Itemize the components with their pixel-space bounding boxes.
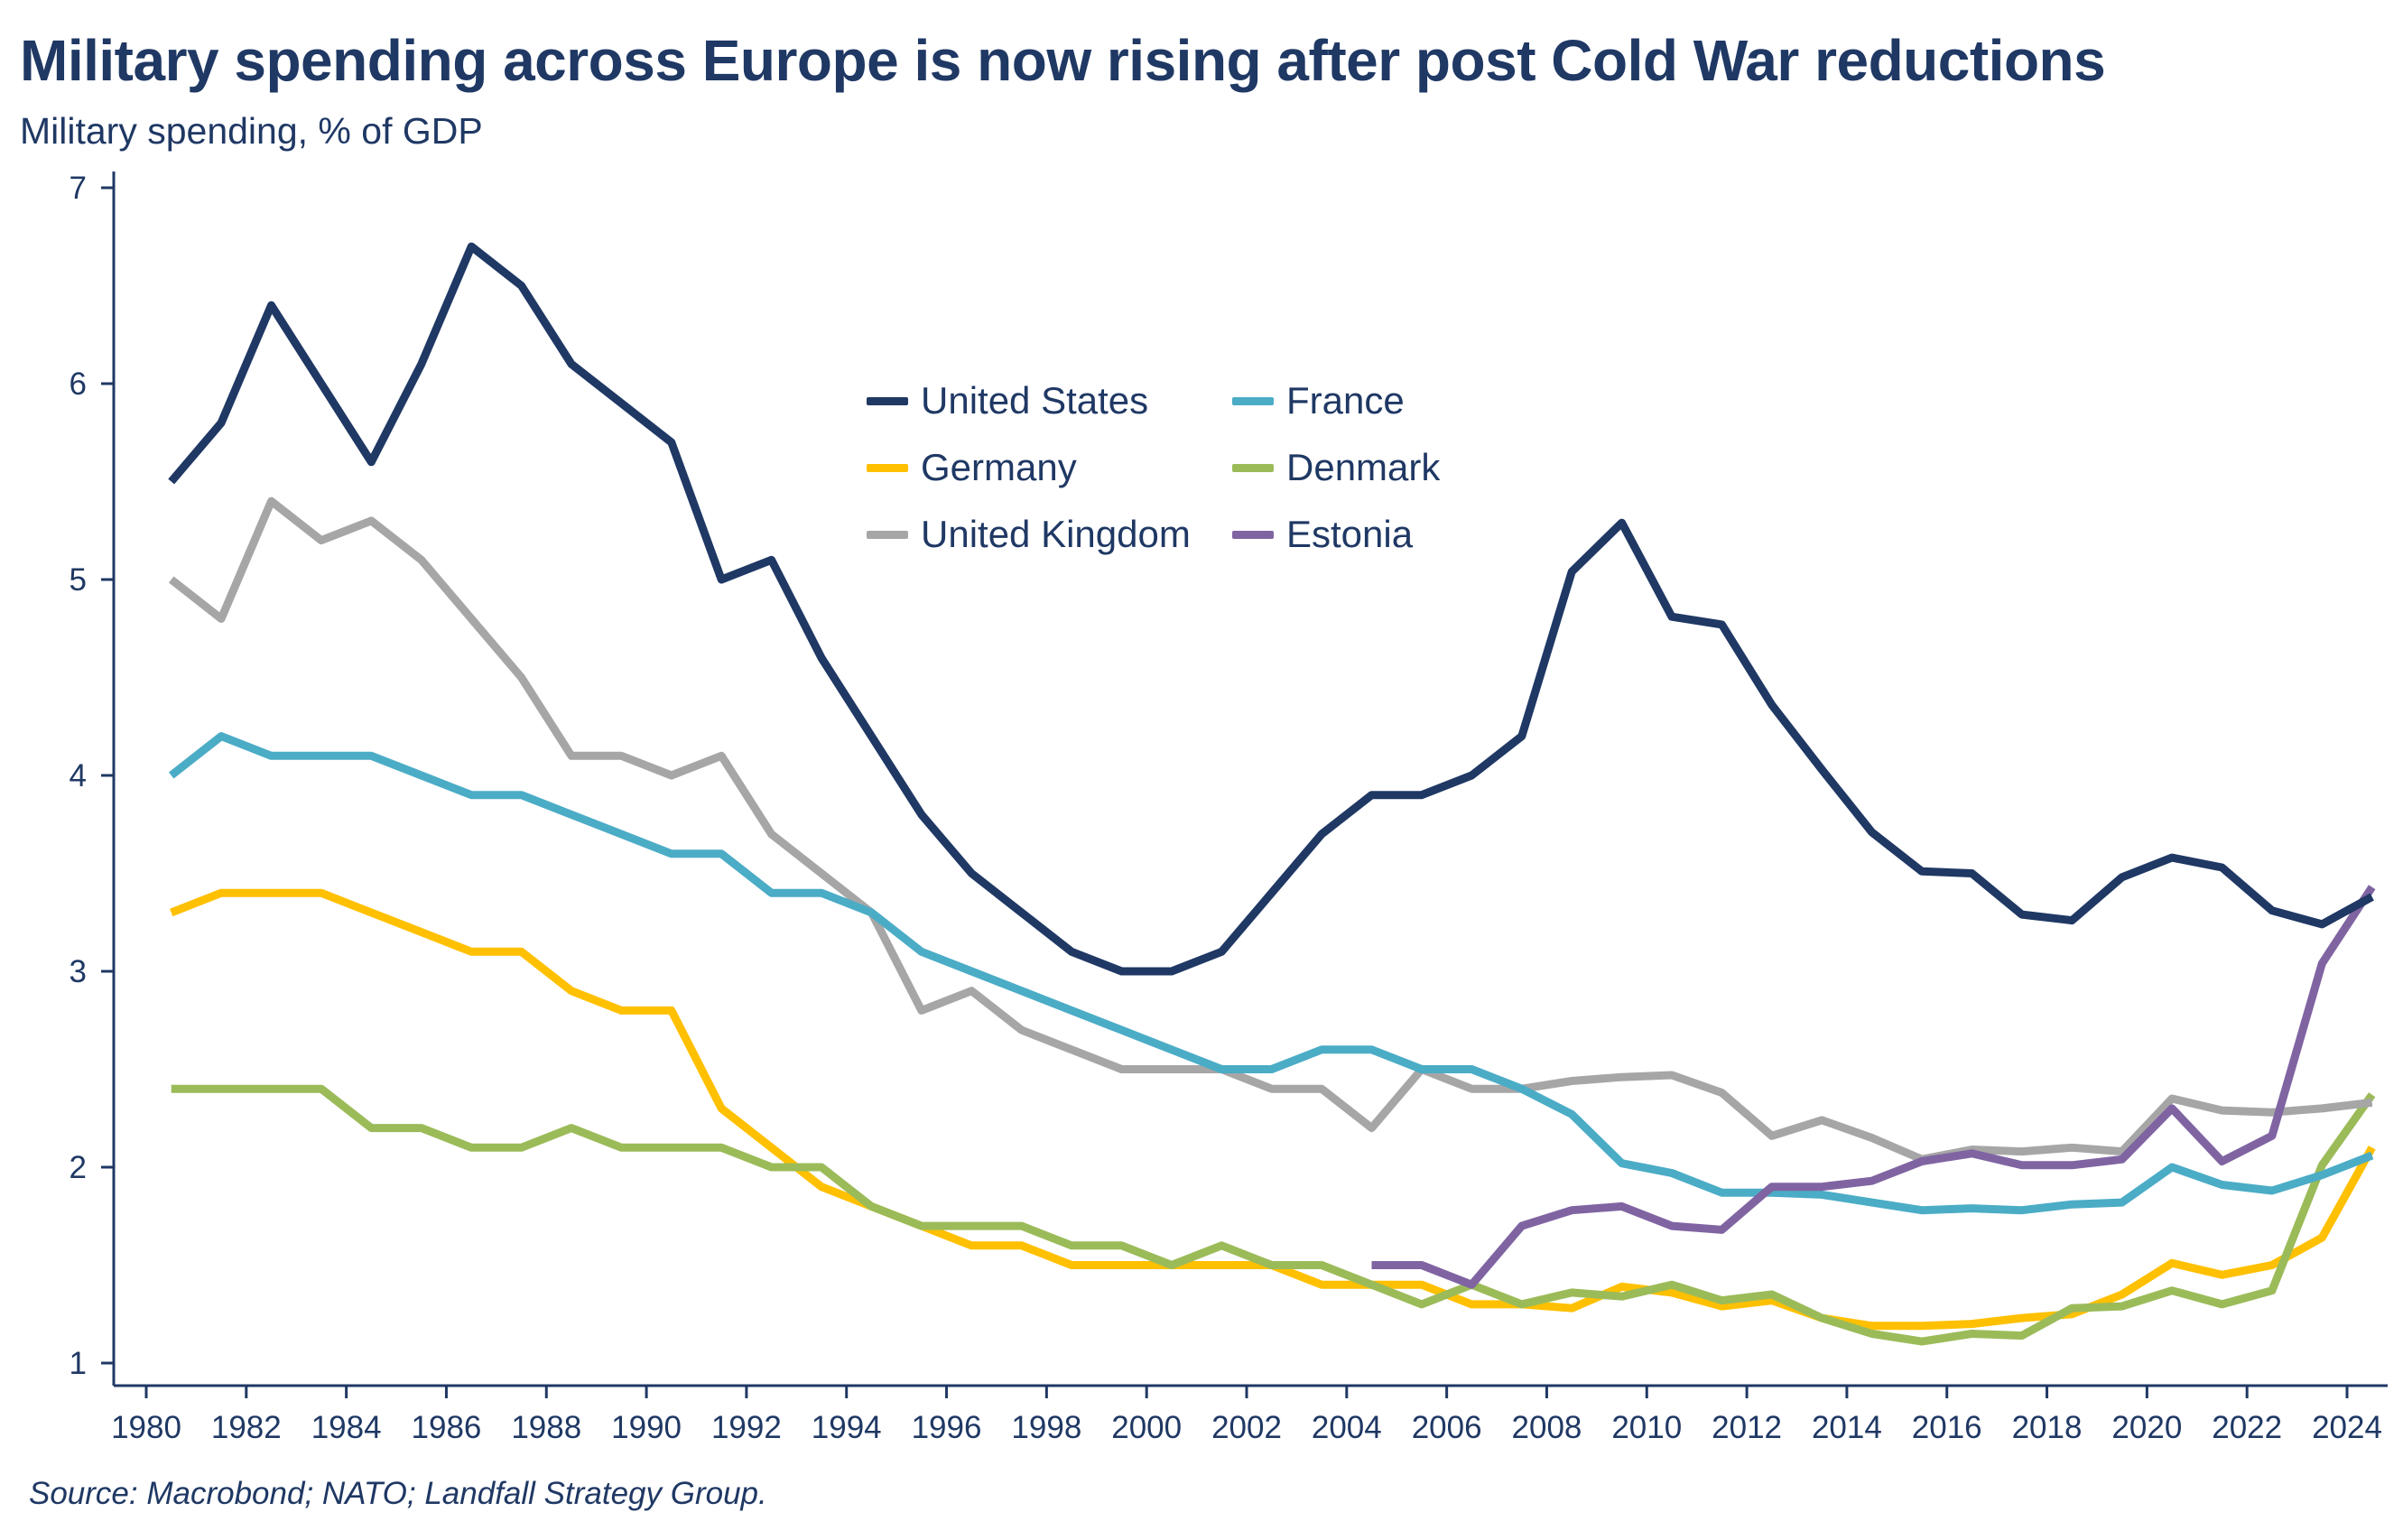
legend-swatch <box>1232 463 1274 472</box>
y-tick-label: 1 <box>70 1346 87 1381</box>
chart-title: Military spending across Europe is now r… <box>20 28 2106 93</box>
legend-item-denmark: Denmark <box>1232 446 1503 489</box>
x-tick-label: 2006 <box>1412 1410 1482 1445</box>
x-tick-label: 1988 <box>511 1410 581 1445</box>
y-axis-label: Military spending, % of GDP <box>20 110 483 152</box>
legend-label: United States <box>921 379 1149 422</box>
x-tick-label: 2024 <box>2312 1410 2382 1445</box>
x-tick-label: 1992 <box>711 1410 782 1445</box>
x-tick-label: 2022 <box>2212 1410 2282 1445</box>
legend-swatch <box>1232 396 1274 405</box>
legend-item-united-kingdom: United Kingdom <box>867 513 1232 556</box>
legend-label: United Kingdom <box>921 513 1191 555</box>
x-tick-label: 2016 <box>1912 1410 1982 1445</box>
y-tick-label: 2 <box>70 1150 87 1185</box>
series-line-france <box>168 732 2374 1215</box>
x-tick-label: 2012 <box>1712 1410 1782 1445</box>
series-line-united-kingdom <box>168 496 2373 1164</box>
x-tick-label: 2000 <box>1111 1410 1182 1445</box>
legend-swatch <box>867 396 908 405</box>
source-note: Source: Macrobond; NATO; Landfall Strate… <box>29 1476 767 1511</box>
y-tick-label: 4 <box>70 758 87 793</box>
legend-label: France <box>1286 379 1405 422</box>
y-tick-label: 5 <box>70 562 87 598</box>
x-tick-label: 1982 <box>211 1410 282 1445</box>
chart-legend: United States France Germany Denmark United … <box>867 379 1503 556</box>
x-tick-label: 2002 <box>1211 1410 1282 1445</box>
x-tick-label: 1990 <box>611 1410 682 1445</box>
legend-swatch <box>867 463 908 472</box>
x-tick-label: 2014 <box>1812 1410 1882 1445</box>
x-tick-label: 1984 <box>311 1410 382 1445</box>
legend-item-united-states: United States <box>867 379 1232 422</box>
legend-item-estonia: Estonia <box>1232 513 1503 556</box>
x-tick-label: 2020 <box>2111 1410 2182 1445</box>
legend-label: Denmark <box>1286 446 1441 488</box>
legend-swatch <box>867 530 908 539</box>
x-tick-label: 2008 <box>1512 1410 1582 1445</box>
x-tick-label: 2018 <box>2012 1410 2083 1445</box>
series-line-estonia <box>1371 885 2376 1289</box>
legend-item-germany: Germany <box>867 446 1232 489</box>
legend-item-france: France <box>1232 379 1503 422</box>
y-tick-label: 6 <box>70 366 87 402</box>
chart-axes: 1 2 3 4 5 6 7 1980 1982 1984 1986 1988 1990 1992 1994 1… <box>70 171 2388 1445</box>
legend-label: Germany <box>921 446 1077 488</box>
y-tick-label: 7 <box>70 171 87 206</box>
x-tick-label: 1980 <box>111 1410 181 1445</box>
series-line-denmark <box>171 1084 2376 1346</box>
chart-series <box>168 242 2376 1346</box>
x-tick-label: 1986 <box>412 1410 482 1445</box>
legend-swatch <box>1232 530 1274 539</box>
y-tick-label: 3 <box>70 954 87 989</box>
legend-label: Estonia <box>1286 513 1414 555</box>
x-tick-label: 2010 <box>1611 1410 1682 1445</box>
x-tick-label: 1998 <box>1011 1410 1081 1445</box>
x-tick-label: 1994 <box>812 1410 882 1445</box>
x-tick-label: 1996 <box>912 1410 982 1445</box>
series-line-united-states <box>168 242 2374 976</box>
x-tick-label: 2004 <box>1312 1410 1382 1445</box>
